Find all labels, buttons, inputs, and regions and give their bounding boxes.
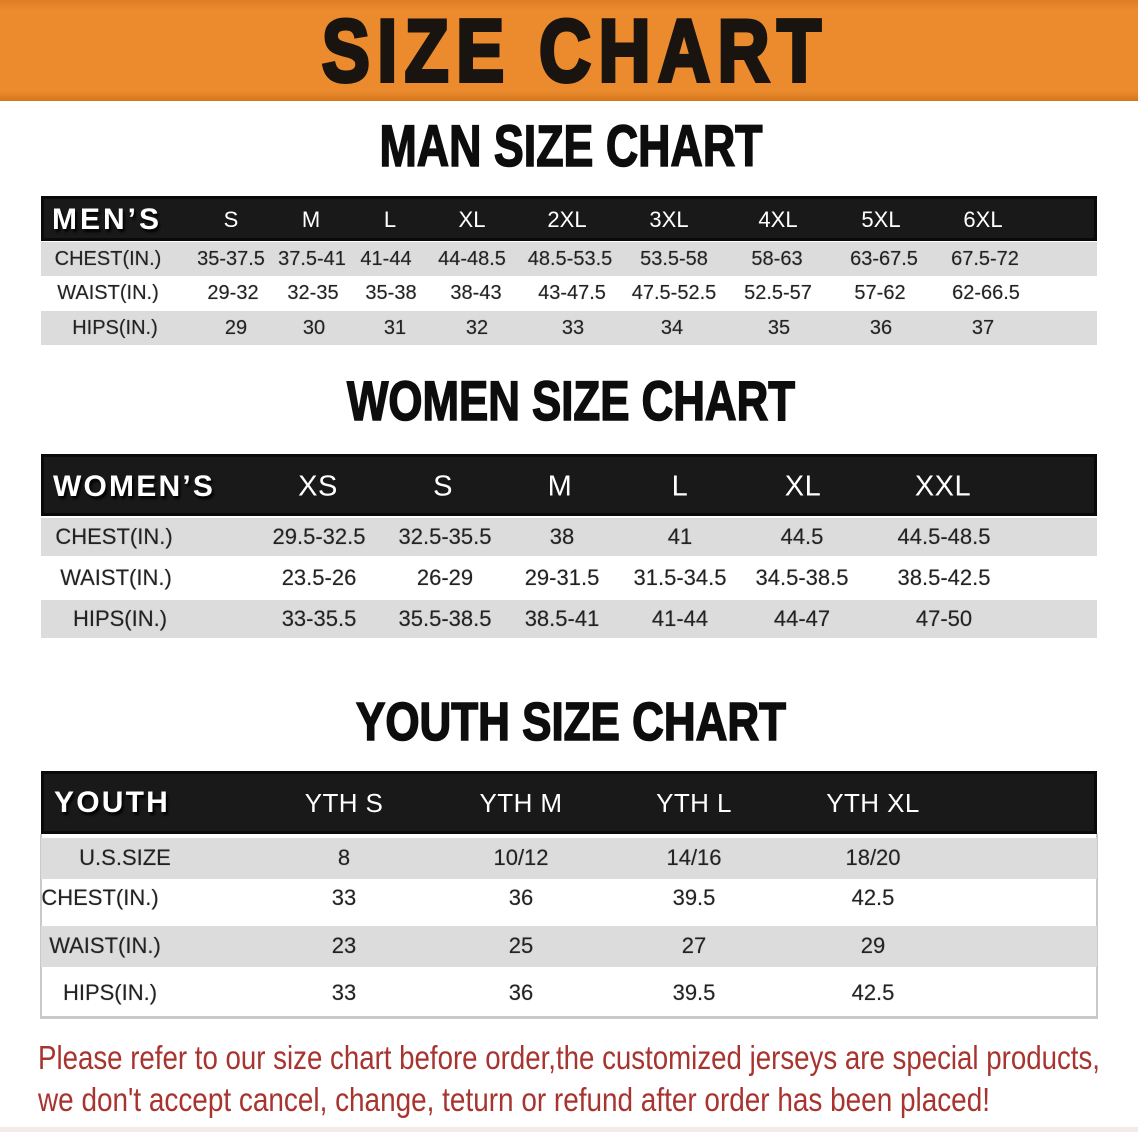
svg-text:we don't accept cancel, change: we don't accept cancel, change, teturn o… [37,1081,990,1118]
svg-text:SIZE CHART: SIZE CHART [322,2,829,100]
svg-text:Please refer to our size chart: Please refer to our size chart before or… [38,1039,1100,1076]
